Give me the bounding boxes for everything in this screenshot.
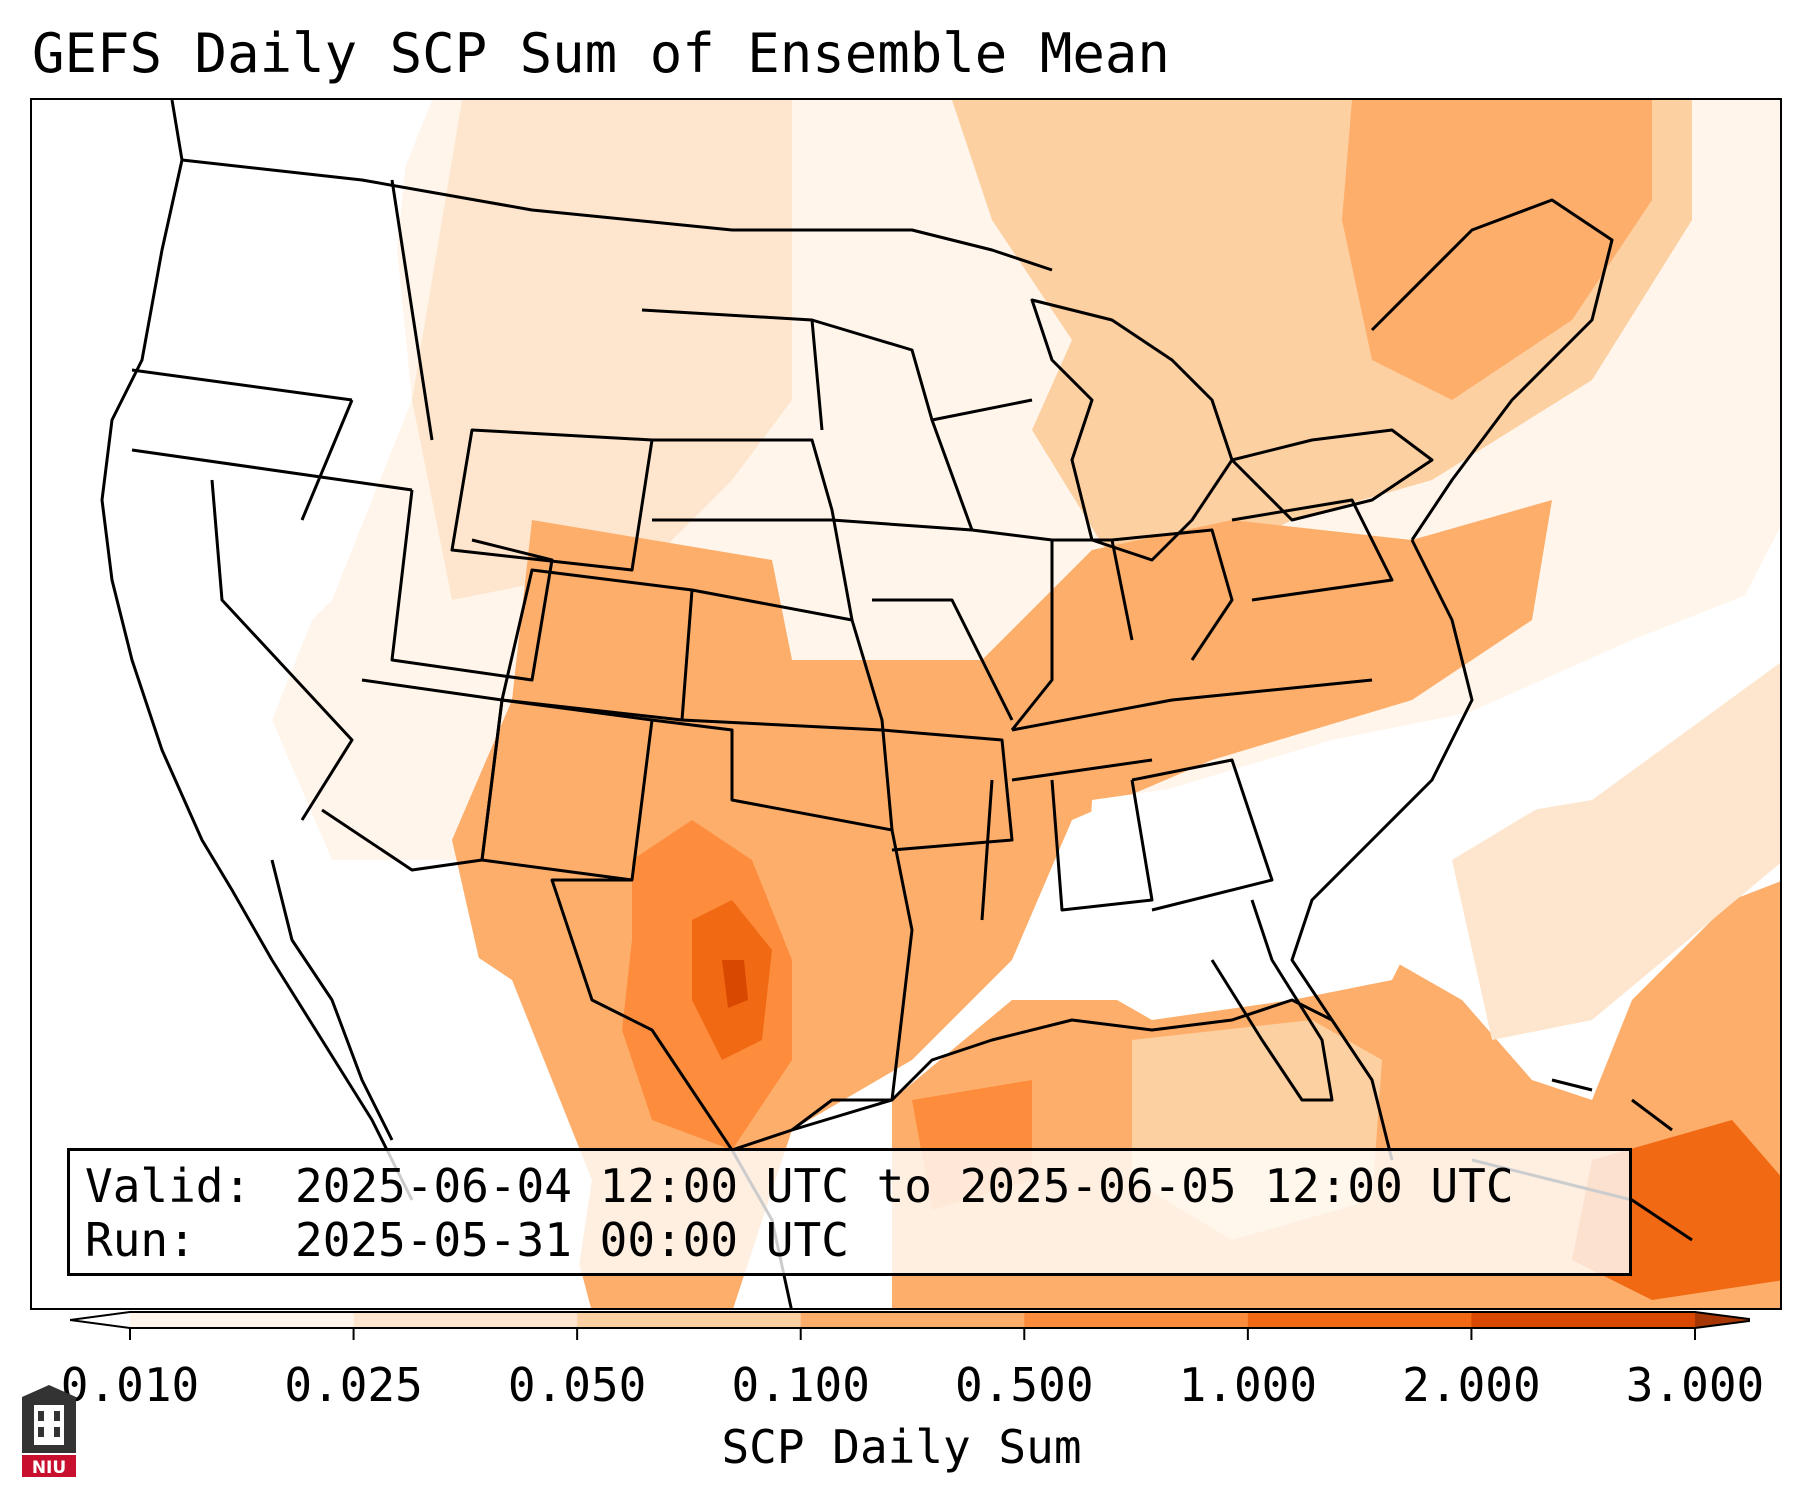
canada-border <box>181 158 1053 272</box>
baja <box>270 859 394 1141</box>
lake-erie-ontario <box>1230 428 1434 522</box>
colorbar-tick-label: 0.025 <box>284 1358 423 1412</box>
run-value: 2025-05-31 00:00 UTC <box>295 1213 849 1267</box>
colorbar-tick-label: 1.000 <box>1178 1358 1318 1412</box>
clear-southeast <box>1082 780 1452 1020</box>
run-row: Run: 2025-05-31 00:00 UTC <box>85 1213 849 1267</box>
svg-text:NIU: NIU <box>32 1458 66 1478</box>
scp-field-map <box>32 100 1780 1308</box>
colorbar-segment <box>577 1312 802 1328</box>
gulf-coast <box>890 998 1333 1102</box>
colorbar-under-arrow <box>70 1312 130 1328</box>
colorbar-tick-label: 0.010 <box>60 1358 200 1412</box>
colorbar-segment <box>1247 1312 1472 1328</box>
line-wa-or <box>131 368 353 402</box>
great-lakes <box>1030 298 1234 562</box>
line-tx <box>550 718 914 1152</box>
line-ia-mn-wi <box>811 318 1033 532</box>
valid-label: Valid: <box>85 1159 252 1213</box>
florida <box>1210 899 1334 1102</box>
map-panel <box>30 98 1782 1310</box>
line-ky-tn <box>1011 678 1373 782</box>
line-ms-al-ga <box>980 758 1274 921</box>
line-az <box>321 678 504 872</box>
colorbar-segment <box>130 1312 355 1328</box>
clear-west <box>32 100 592 1308</box>
colorbar-segment <box>353 1312 578 1328</box>
colorbar <box>70 1311 1750 1340</box>
colorbar-ticks <box>129 1328 1696 1340</box>
shade-northeast-core <box>1342 100 1652 400</box>
niu-logo: NIU <box>22 1385 76 1478</box>
line-pa-ny <box>1231 498 1394 602</box>
colorbar-tick-label: 3.000 <box>1625 1358 1765 1412</box>
line-mt-nd <box>390 179 434 441</box>
colorbar-tick-label: 0.050 <box>507 1358 647 1412</box>
line-mo-ar <box>872 598 1014 852</box>
northeast <box>1370 198 1614 541</box>
shade-tx-max <box>722 960 748 1008</box>
boundaries <box>100 100 1693 1308</box>
line-id-nv <box>300 399 354 521</box>
colorbar-over-arrow <box>1695 1312 1750 1328</box>
line-or-nv <box>131 448 413 492</box>
validity-info-box: Valid: 2025-06-04 12:00 UTC to 2025-06-05… <box>67 1148 1632 1276</box>
colorbar-segments <box>70 1312 1750 1328</box>
valid-value: 2025-06-04 12:00 UTC to 2025-06-05 12:00… <box>295 1159 1514 1213</box>
colorbar-tick-label: 2.000 <box>1402 1358 1541 1412</box>
valid-row: Valid: 2025-06-04 12:00 UTC to 2025-06-05… <box>85 1159 1514 1213</box>
colorbar-tick-label: 0.500 <box>955 1358 1094 1412</box>
line-wy <box>450 428 654 572</box>
line-ut <box>390 489 554 682</box>
line-ca-nv <box>210 479 354 821</box>
colorbar-segment <box>1024 1312 1249 1328</box>
line-ok-ks <box>681 588 894 831</box>
colorbar-segment <box>800 1312 1025 1328</box>
map-title: GEFS Daily SCP Sum of Ensemble Mean <box>32 22 1170 85</box>
scp-shading <box>32 100 1780 1308</box>
colorbar-segment <box>1471 1312 1696 1328</box>
east-coast <box>1290 539 1474 1161</box>
colorbar-label: SCP Daily Sum <box>721 1420 1082 1474</box>
clear-atlantic <box>1452 581 1780 820</box>
shade-atlantic-light <box>1452 662 1780 1040</box>
bahamas <box>1551 1078 1673 1132</box>
west-coast <box>100 100 414 1201</box>
texas-coast <box>791 1098 892 1132</box>
line-il-in-oh <box>971 528 1234 731</box>
colorbar-tick-label: 0.100 <box>731 1358 870 1412</box>
run-label: Run: <box>85 1213 196 1267</box>
